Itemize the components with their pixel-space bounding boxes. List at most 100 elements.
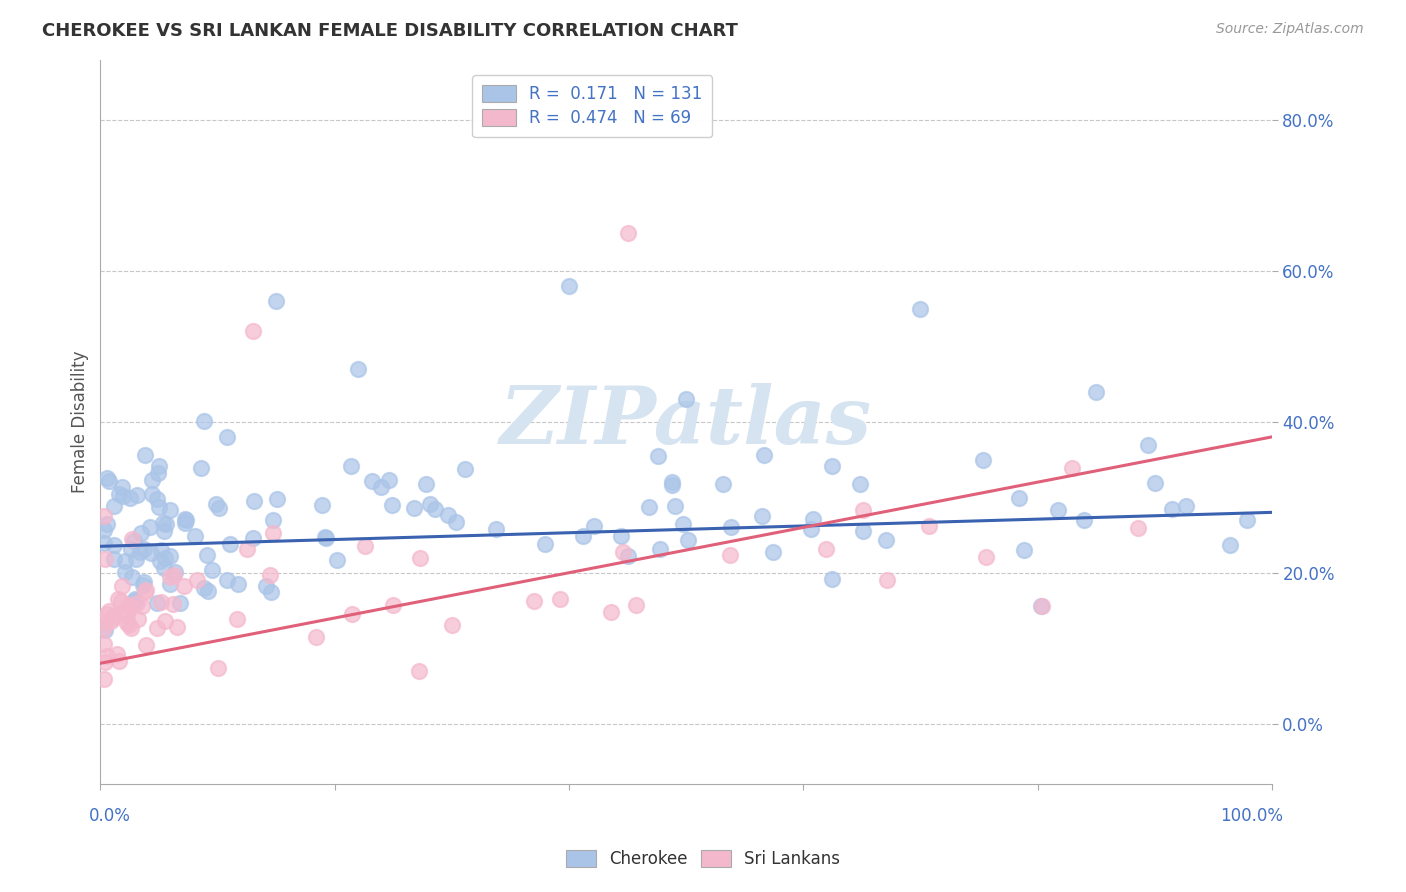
Point (149, 595, 172, 609)
Point (436, 508, 458, 523)
Point (751, 508, 773, 523)
Point (96, 607, 118, 621)
Point (146, 622, 169, 636)
Point (262, 525, 284, 540)
Point (626, 598, 648, 612)
Point (875, 533, 897, 548)
Point (661, 478, 683, 492)
Point (159, 570, 181, 584)
Point (522, 594, 544, 608)
Point (94, 655, 117, 669)
Point (242, 493, 264, 508)
Point (148, 458, 170, 473)
Point (409, 551, 432, 566)
Point (107, 592, 129, 607)
Point (125, 596, 148, 610)
Point (93, 536, 115, 550)
Text: ZIPatlas: ZIPatlas (501, 383, 872, 460)
Point (118, 618, 141, 632)
Point (193, 414, 215, 428)
Point (617, 549, 640, 564)
Point (454, 462, 477, 476)
Point (381, 498, 404, 512)
Point (103, 499, 125, 513)
Point (340, 607, 363, 621)
Point (205, 497, 228, 511)
Point (572, 529, 595, 543)
Point (173, 578, 195, 592)
Point (115, 607, 138, 622)
Point (599, 605, 621, 619)
Point (103, 611, 125, 625)
Point (311, 499, 333, 513)
Point (127, 488, 149, 502)
Point (266, 491, 288, 506)
Point (111, 489, 134, 503)
Point (110, 606, 132, 620)
Point (155, 550, 177, 565)
Point (616, 226, 638, 240)
Point (132, 577, 155, 591)
Point (821, 572, 844, 586)
Point (314, 530, 336, 544)
Point (259, 568, 281, 582)
Point (159, 549, 181, 564)
Point (201, 563, 224, 577)
Point (217, 429, 239, 443)
Point (114, 554, 136, 568)
Point (852, 503, 875, 517)
Point (132, 542, 155, 557)
Point (347, 362, 370, 376)
Point (382, 598, 405, 612)
Point (1136, 437, 1159, 451)
Point (918, 519, 941, 533)
Point (801, 511, 824, 525)
Point (195, 548, 218, 562)
Point (132, 575, 155, 590)
Point (315, 531, 337, 545)
Point (814, 542, 837, 557)
Point (876, 573, 898, 587)
Point (326, 553, 349, 567)
Point (260, 585, 283, 599)
Point (1073, 513, 1095, 527)
Point (219, 537, 242, 551)
Point (1144, 476, 1167, 491)
Point (120, 541, 142, 556)
Point (111, 480, 134, 494)
Point (159, 502, 181, 516)
Point (408, 664, 430, 678)
Point (135, 638, 157, 652)
Text: Source: ZipAtlas.com: Source: ZipAtlas.com (1216, 22, 1364, 37)
Point (672, 517, 695, 532)
Point (129, 525, 152, 540)
Point (1060, 460, 1083, 475)
Point (242, 324, 264, 338)
Point (169, 596, 191, 610)
Point (226, 577, 249, 591)
Point (207, 661, 229, 675)
Point (1046, 503, 1069, 517)
Point (208, 501, 231, 516)
Point (155, 516, 177, 531)
Point (134, 448, 156, 462)
Point (534, 537, 557, 551)
Point (190, 461, 212, 475)
Point (103, 538, 125, 552)
Point (254, 579, 277, 593)
Point (93, 508, 115, 523)
Point (145, 596, 167, 610)
Text: CHEROKEE VS SRI LANKAN FEMALE DISABILITY CORRELATION CHART: CHEROKEE VS SRI LANKAN FEMALE DISABILITY… (42, 22, 738, 40)
Point (852, 524, 875, 539)
Point (121, 570, 143, 584)
Point (115, 616, 138, 631)
Point (1085, 384, 1108, 399)
Point (821, 458, 844, 473)
Point (264, 294, 287, 309)
Point (103, 608, 125, 623)
Point (127, 612, 149, 626)
Point (1128, 521, 1150, 535)
Point (353, 539, 375, 553)
Legend: R =  0.171   N = 131, R =  0.474   N = 69: R = 0.171 N = 131, R = 0.474 N = 69 (472, 75, 713, 137)
Point (150, 543, 173, 558)
